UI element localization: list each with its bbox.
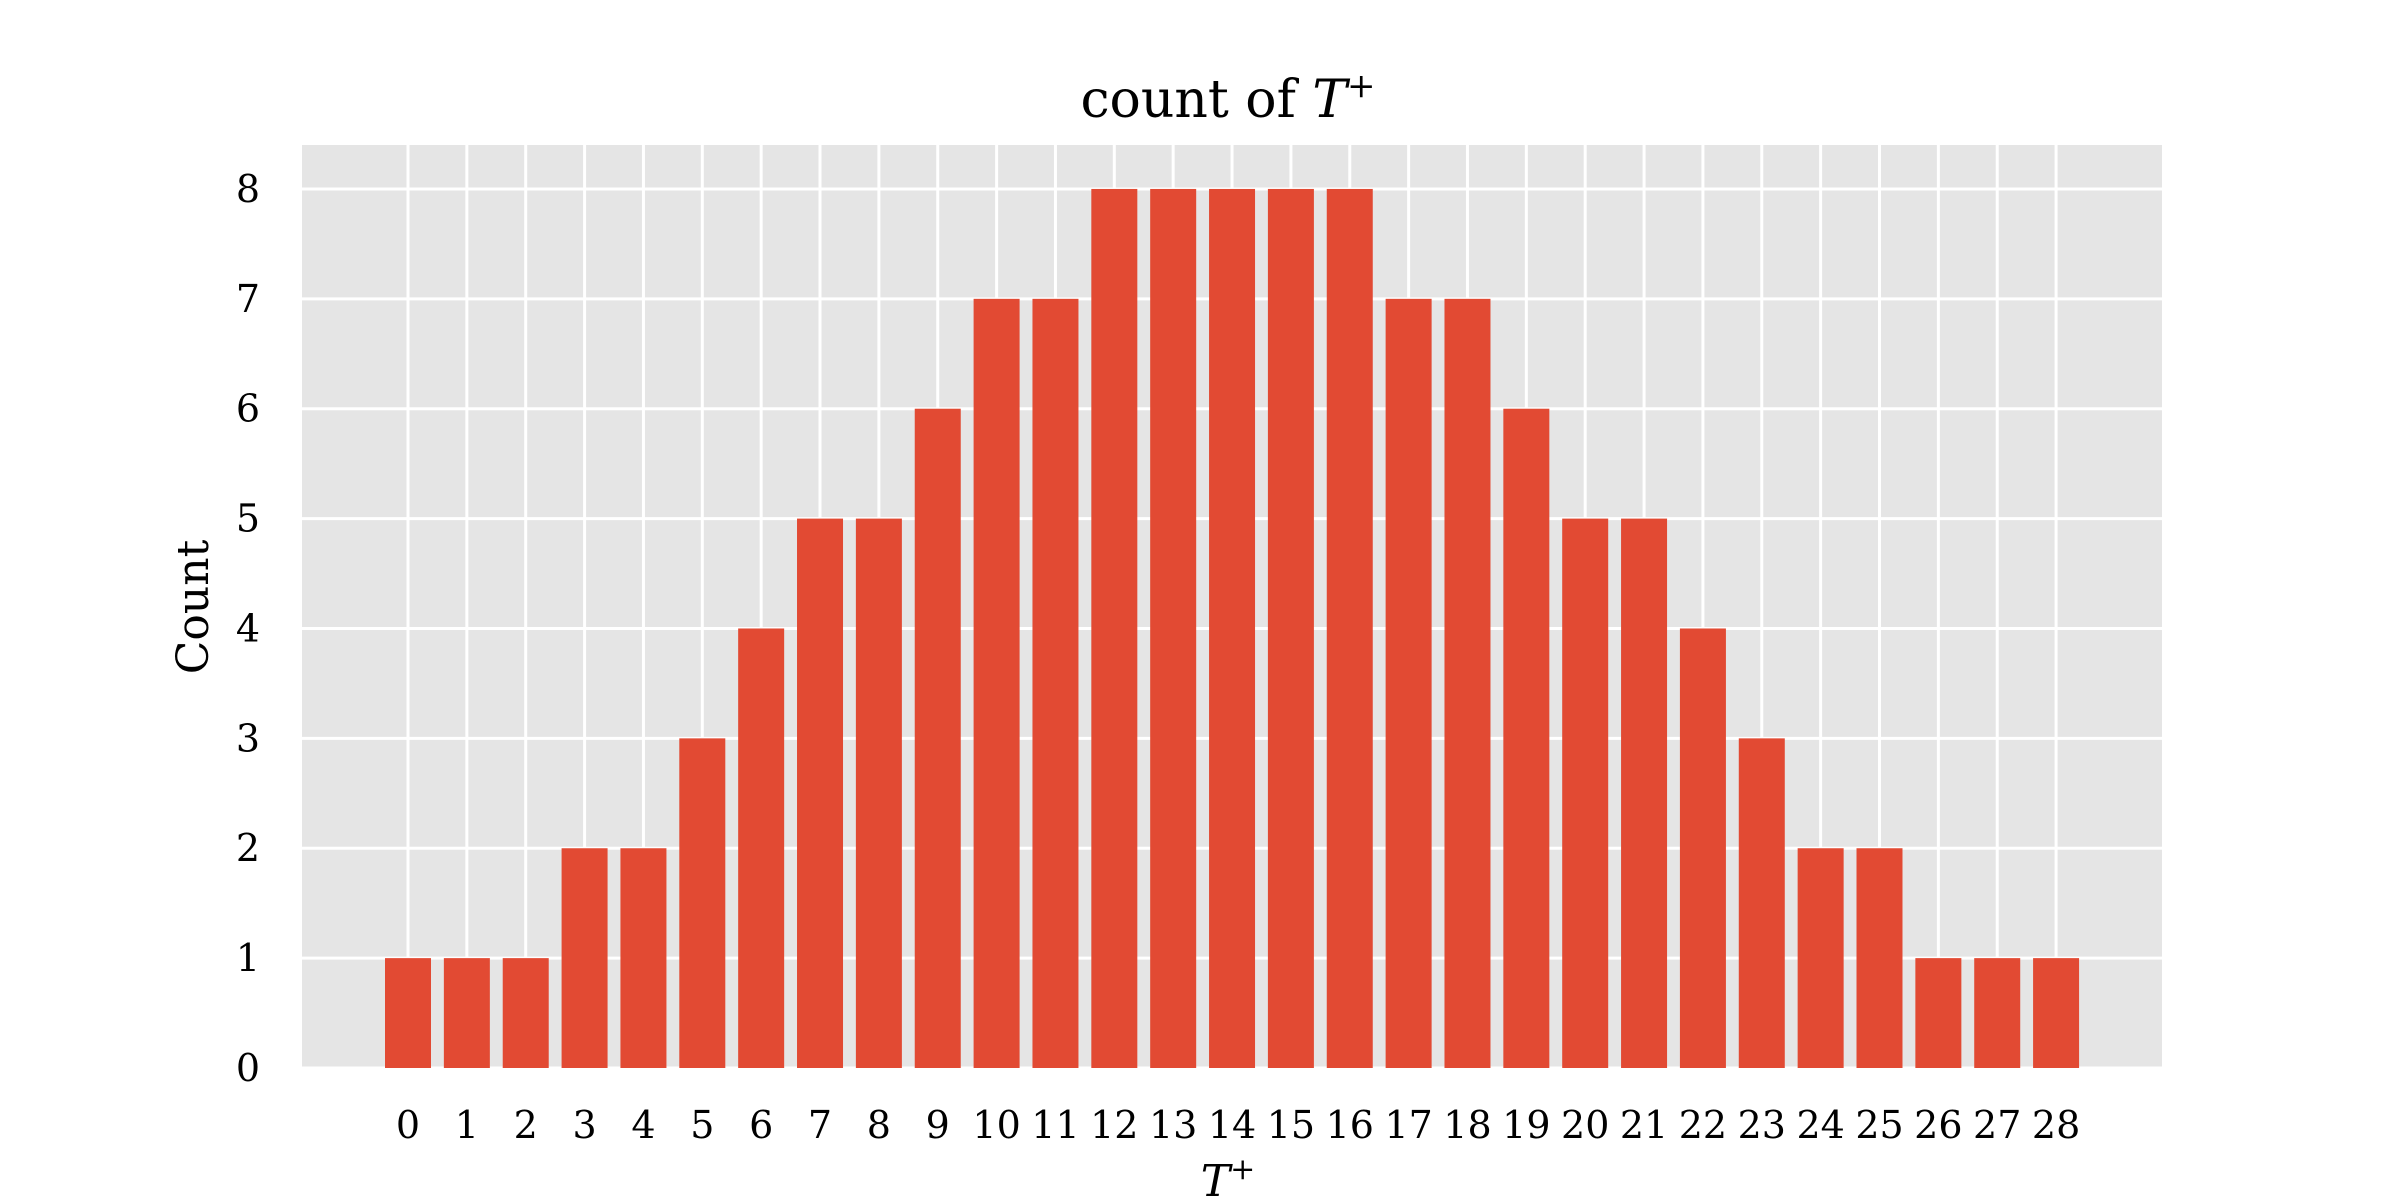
bar xyxy=(1562,518,1609,1068)
y-tick-label: 7 xyxy=(236,277,260,321)
bar xyxy=(797,518,844,1068)
y-tick-label: 6 xyxy=(236,387,260,431)
x-tick-labels: 0 1 2 3 4 5 6 7 8 9 10 11 12 13 14 15 16 17 18 19 20 21 22 23 24… xyxy=(396,1103,2080,1147)
x-tick-label: 3 xyxy=(572,1103,596,1147)
bar xyxy=(502,958,549,1068)
bar xyxy=(1503,408,1550,1068)
bar xyxy=(1326,188,1373,1068)
x-axis-label-symbol: T xyxy=(1201,1156,1234,1200)
x-tick-label: 15 xyxy=(1267,1103,1315,1147)
bar xyxy=(620,848,667,1068)
chart-title-symbol: T xyxy=(1312,70,1350,130)
x-tick-label: 20 xyxy=(1561,1103,1609,1147)
x-tick-label: 4 xyxy=(631,1103,655,1147)
x-tick-label: 19 xyxy=(1502,1103,1550,1147)
y-tick-label: 1 xyxy=(236,936,260,980)
bar xyxy=(738,628,785,1068)
y-axis-label: Count xyxy=(168,539,219,674)
x-tick-label: 18 xyxy=(1443,1103,1491,1147)
bar xyxy=(914,408,961,1068)
x-tick-label: 24 xyxy=(1796,1103,1844,1147)
x-tick-label: 1 xyxy=(455,1103,479,1147)
bar xyxy=(1209,188,1256,1068)
y-tick-label: 3 xyxy=(236,716,260,760)
bar xyxy=(1385,298,1432,1068)
x-tick-label: 7 xyxy=(808,1103,832,1147)
bar xyxy=(1915,958,1962,1068)
y-tick-label: 5 xyxy=(236,497,260,541)
x-tick-label: 9 xyxy=(926,1103,950,1147)
bar xyxy=(1091,188,1138,1068)
bar xyxy=(385,958,431,1068)
bar xyxy=(443,958,490,1068)
y-tick-label: 2 xyxy=(236,826,260,870)
bar xyxy=(1797,848,1844,1068)
x-tick-label: 25 xyxy=(1855,1103,1903,1147)
bar xyxy=(679,738,726,1068)
y-tick-labels: 0 1 2 3 4 5 6 7 8 xyxy=(236,167,260,1090)
y-tick-label: 4 xyxy=(236,606,260,650)
bar xyxy=(1032,298,1079,1068)
chart-title-prefix: count of xyxy=(1080,70,1312,130)
bar xyxy=(1974,958,2021,1068)
bar xyxy=(855,518,902,1068)
x-tick-label: 14 xyxy=(1208,1103,1256,1147)
bar xyxy=(2033,958,2080,1068)
x-tick-label: 2 xyxy=(514,1103,538,1147)
x-axis-label-superscript: + xyxy=(1230,1152,1255,1187)
x-tick-label: 26 xyxy=(1914,1103,1962,1147)
x-tick-label: 12 xyxy=(1090,1103,1138,1147)
bar xyxy=(1444,298,1491,1068)
x-tick-label: 8 xyxy=(867,1103,891,1147)
x-tick-label: 21 xyxy=(1620,1103,1668,1147)
chart-title: count of T+ xyxy=(1080,66,1375,130)
x-tick-label: 23 xyxy=(1738,1103,1786,1147)
x-tick-label: 13 xyxy=(1149,1103,1197,1147)
y-tick-label: 0 xyxy=(236,1046,260,1090)
bars xyxy=(385,188,2080,1068)
x-tick-label: 16 xyxy=(1326,1103,1374,1147)
x-tick-label: 5 xyxy=(690,1103,714,1147)
bar xyxy=(561,848,608,1068)
x-tick-label: 28 xyxy=(2032,1103,2080,1147)
bar xyxy=(1267,188,1314,1068)
x-tick-label: 6 xyxy=(749,1103,773,1147)
x-tick-label: 11 xyxy=(1031,1103,1079,1147)
x-tick-label: 22 xyxy=(1679,1103,1727,1147)
x-tick-label: 27 xyxy=(1973,1103,2021,1147)
bar xyxy=(1856,848,1903,1068)
x-tick-label: 10 xyxy=(972,1103,1020,1147)
bar xyxy=(973,298,1020,1068)
y-tick-label: 8 xyxy=(236,167,260,211)
bar xyxy=(1679,628,1726,1068)
bar xyxy=(1621,518,1668,1068)
bar xyxy=(1150,188,1197,1068)
x-axis-label: T+ xyxy=(1201,1152,1256,1200)
chart-title-superscript: + xyxy=(1347,66,1376,106)
bar xyxy=(1738,738,1785,1068)
x-tick-label: 17 xyxy=(1384,1103,1432,1147)
x-tick-label: 0 xyxy=(396,1103,420,1147)
